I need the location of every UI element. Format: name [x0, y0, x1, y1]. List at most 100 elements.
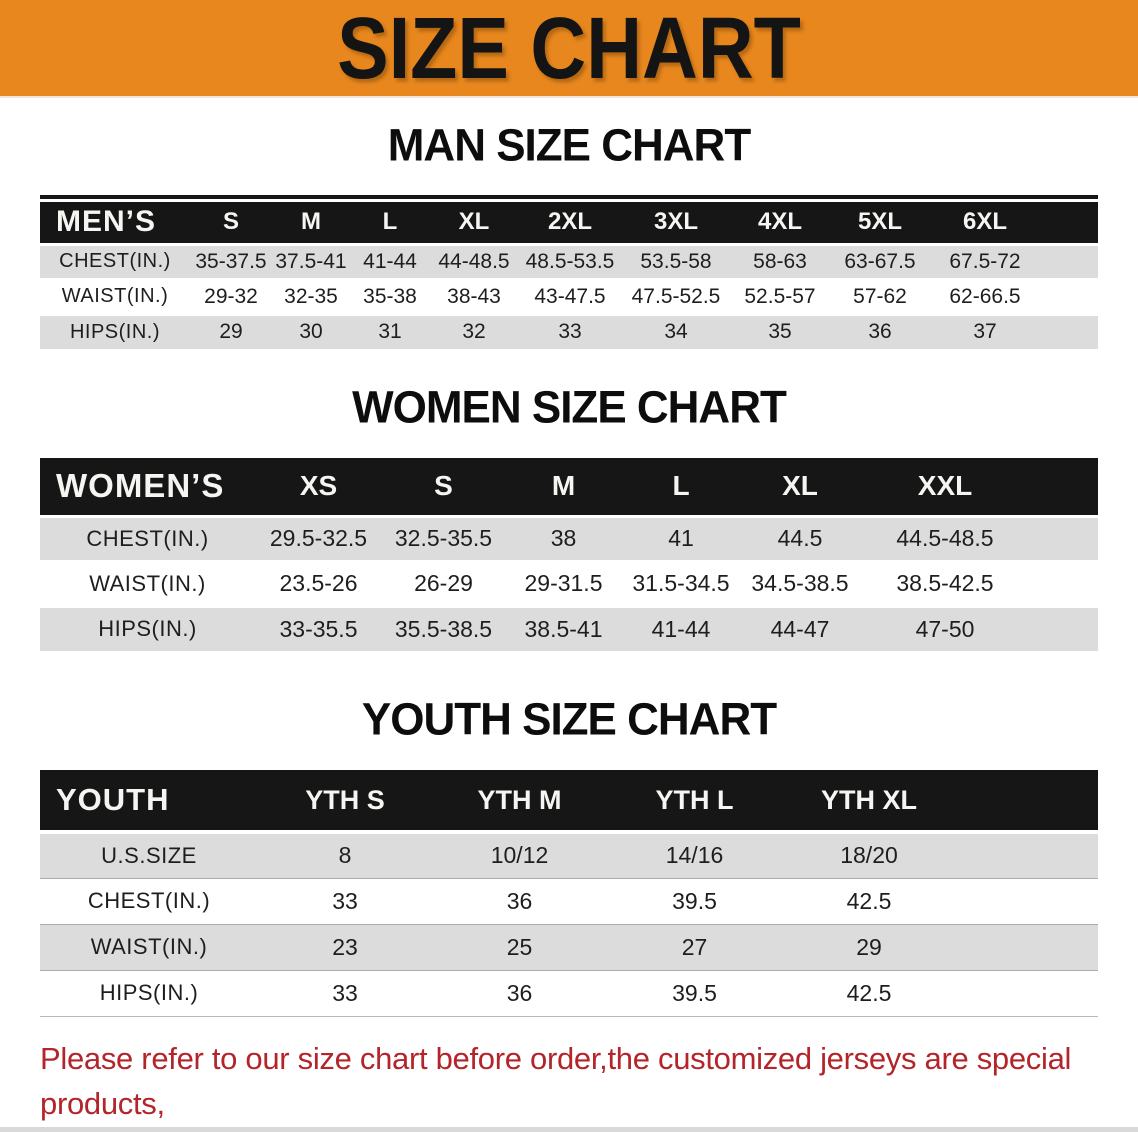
- value-cell: 44-48.5: [430, 242, 518, 279]
- row-label-cell: WAIST(IN.): [40, 559, 255, 606]
- women-header-row: WOMEN’S XS S M L XL XXL: [40, 458, 1098, 516]
- value-cell: 47-50: [860, 604, 1030, 651]
- row-label-cell: WAIST(IN.): [40, 277, 190, 314]
- men-chest-row: CHEST(IN.) 35-37.5 37.5-41 41-44 44-48.5…: [40, 242, 1098, 279]
- value-cell: 33: [518, 312, 622, 349]
- value-cell: 52.5-57: [730, 277, 830, 314]
- value-cell: 29: [190, 312, 272, 349]
- men-section-heading: MAN SIZE CHART: [387, 120, 751, 171]
- value-cell: 34.5-38.5: [740, 559, 860, 606]
- value-cell: 33-35.5: [255, 604, 382, 651]
- women-hips-row: HIPS(IN.) 33-35.5 35.5-38.5 38.5-41 41-4…: [40, 604, 1098, 651]
- value-cell: 39.5: [607, 969, 782, 1017]
- value-cell: 38: [505, 514, 622, 561]
- value-cell: 33: [258, 969, 432, 1017]
- disclaimer-line-1: Please refer to our size chart before or…: [40, 1040, 1072, 1121]
- value-cell: 57-62: [830, 277, 930, 314]
- spacer-cell: [956, 923, 1098, 970]
- size-header-cell: YTH M: [432, 770, 607, 832]
- row-label-cell: HIPS(IN.): [40, 604, 255, 651]
- youth-waist-row: WAIST(IN.) 23 25 27 29: [40, 923, 1098, 970]
- size-header-cell: YTH S: [258, 770, 432, 832]
- value-cell: 30: [272, 312, 350, 349]
- value-cell: 37.5-41: [272, 242, 350, 279]
- value-cell: 38-43: [430, 277, 518, 314]
- value-cell: 18/20: [782, 830, 956, 878]
- value-cell: 32.5-35.5: [382, 514, 505, 561]
- spacer-cell: [1030, 458, 1098, 516]
- women-section-heading: WOMEN SIZE CHART: [352, 382, 787, 433]
- value-cell: 29-31.5: [505, 559, 622, 606]
- spacer-cell: [1040, 242, 1098, 279]
- value-cell: 62-66.5: [930, 277, 1040, 314]
- size-header-cell: 2XL: [518, 202, 622, 244]
- value-cell: 35-37.5: [190, 242, 272, 279]
- size-header-cell: S: [190, 202, 272, 244]
- size-header-cell: XS: [255, 458, 382, 516]
- spacer-cell: [956, 877, 1098, 924]
- youth-hips-row: HIPS(IN.) 33 36 39.5 42.5: [40, 969, 1098, 1017]
- value-cell: 33: [258, 877, 432, 924]
- spacer-cell: [1040, 312, 1098, 349]
- men-table-wrap: MEN’S S M L XL 2XL 3XL 4XL 5XL 6XL CHEST…: [40, 195, 1098, 349]
- women-chest-row: CHEST(IN.) 29.5-32.5 32.5-35.5 38 41 44.…: [40, 514, 1098, 561]
- size-header-cell: S: [382, 458, 505, 516]
- size-header-cell: 3XL: [622, 202, 730, 244]
- disclaimer: Please refer to our size chart before or…: [40, 1036, 1100, 1132]
- value-cell: 10/12: [432, 830, 607, 878]
- value-cell: 53.5-58: [622, 242, 730, 279]
- spacer-cell: [956, 830, 1098, 878]
- value-cell: 35-38: [350, 277, 430, 314]
- value-cell: 41-44: [350, 242, 430, 279]
- size-header-cell: XXL: [860, 458, 1030, 516]
- value-cell: 23: [258, 923, 432, 970]
- women-table-wrap: WOMEN’S XS S M L XL XXL CHEST(IN.) 29.5-…: [40, 458, 1098, 651]
- value-cell: 35.5-38.5: [382, 604, 505, 651]
- value-cell: 25: [432, 923, 607, 970]
- size-header-cell: XL: [430, 202, 518, 244]
- size-header-cell: L: [350, 202, 430, 244]
- size-header-cell: 6XL: [930, 202, 1040, 244]
- size-header-cell: L: [622, 458, 740, 516]
- value-cell: 29: [782, 923, 956, 970]
- spacer-cell: [1040, 277, 1098, 314]
- row-label-cell: HIPS(IN.): [40, 312, 190, 349]
- youth-header-row: YOUTH YTH S YTH M YTH L YTH XL: [40, 770, 1098, 832]
- youth-chest-row: CHEST(IN.) 33 36 39.5 42.5: [40, 877, 1098, 924]
- value-cell: 41-44: [622, 604, 740, 651]
- value-cell: 38.5-41: [505, 604, 622, 651]
- men-hips-row: HIPS(IN.) 29 30 31 32 33 34 35 36 37: [40, 312, 1098, 349]
- youth-table-label: YOUTH: [40, 770, 258, 832]
- size-header-cell: YTH L: [607, 770, 782, 832]
- row-label-cell: CHEST(IN.): [40, 514, 255, 561]
- size-header-cell: 5XL: [830, 202, 930, 244]
- value-cell: 23.5-26: [255, 559, 382, 606]
- banner-title: SIZE CHART: [337, 0, 801, 97]
- men-table-label: MEN’S: [40, 202, 190, 244]
- value-cell: 44.5-48.5: [860, 514, 1030, 561]
- youth-section-heading: YOUTH SIZE CHART: [361, 694, 777, 745]
- value-cell: 37: [930, 312, 1040, 349]
- spacer-cell: [1030, 559, 1098, 606]
- value-cell: 32: [430, 312, 518, 349]
- value-cell: 58-63: [730, 242, 830, 279]
- youth-size-table: YOUTH YTH S YTH M YTH L YTH XL U.S.SIZE …: [40, 770, 1098, 1017]
- men-size-table: MEN’S S M L XL 2XL 3XL 4XL 5XL 6XL CHEST…: [40, 202, 1098, 349]
- spacer-cell: [1040, 202, 1098, 244]
- size-header-cell: XL: [740, 458, 860, 516]
- size-header-cell: M: [272, 202, 350, 244]
- row-label-cell: CHEST(IN.): [40, 242, 190, 279]
- size-header-cell: 4XL: [730, 202, 830, 244]
- value-cell: 29.5-32.5: [255, 514, 382, 561]
- value-cell: 63-67.5: [830, 242, 930, 279]
- spacer-cell: [956, 770, 1098, 832]
- value-cell: 29-32: [190, 277, 272, 314]
- spacer-cell: [1030, 514, 1098, 561]
- value-cell: 32-35: [272, 277, 350, 314]
- value-cell: 42.5: [782, 877, 956, 924]
- value-cell: 31.5-34.5: [622, 559, 740, 606]
- row-label-cell: WAIST(IN.): [40, 923, 258, 970]
- spacer-cell: [1030, 604, 1098, 651]
- value-cell: 42.5: [782, 969, 956, 1017]
